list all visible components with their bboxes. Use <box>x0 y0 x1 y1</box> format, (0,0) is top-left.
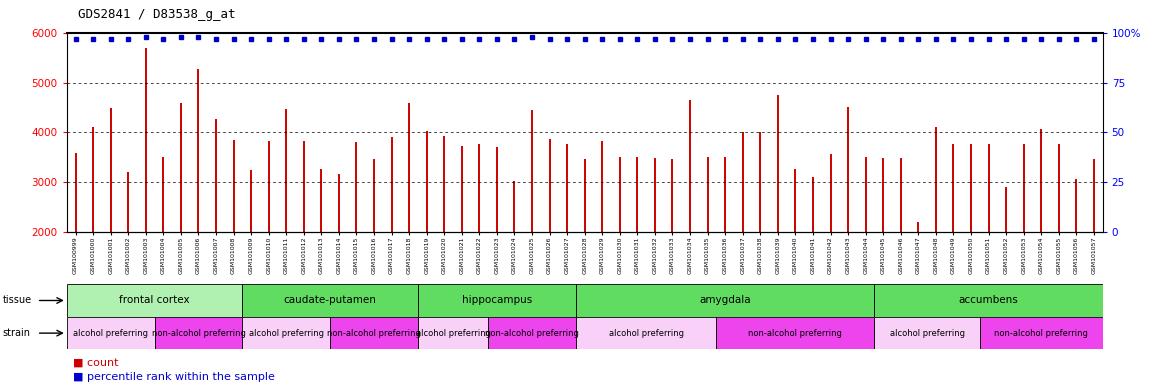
Text: ■ count: ■ count <box>73 358 119 368</box>
Bar <box>875 284 1103 317</box>
Text: alcohol preferring: alcohol preferring <box>416 329 490 338</box>
Bar <box>67 317 154 349</box>
Text: alcohol preferring: alcohol preferring <box>74 329 148 338</box>
Text: non-alcohol preferring: non-alcohol preferring <box>327 329 421 338</box>
Text: hippocampus: hippocampus <box>462 295 532 306</box>
Bar <box>576 284 875 317</box>
Text: accumbens: accumbens <box>959 295 1019 306</box>
Text: frontal cortex: frontal cortex <box>120 295 190 306</box>
Text: alcohol preferring: alcohol preferring <box>890 329 965 338</box>
Bar <box>67 284 243 317</box>
Bar <box>243 317 330 349</box>
Bar <box>418 317 488 349</box>
Text: alcohol preferring: alcohol preferring <box>609 329 684 338</box>
Bar <box>330 317 418 349</box>
Bar <box>576 317 716 349</box>
Text: GDS2841 / D83538_g_at: GDS2841 / D83538_g_at <box>78 8 236 21</box>
Bar <box>154 317 243 349</box>
Text: ■ percentile rank within the sample: ■ percentile rank within the sample <box>73 372 274 382</box>
Bar <box>875 317 980 349</box>
Text: tissue: tissue <box>2 295 31 306</box>
Text: alcohol preferring: alcohol preferring <box>249 329 323 338</box>
Text: non-alcohol preferring: non-alcohol preferring <box>152 329 245 338</box>
Bar <box>418 284 576 317</box>
Bar <box>243 284 418 317</box>
Bar <box>488 317 576 349</box>
Text: caudate-putamen: caudate-putamen <box>283 295 376 306</box>
Text: non-alcohol preferring: non-alcohol preferring <box>485 329 579 338</box>
Text: amygdala: amygdala <box>700 295 750 306</box>
Text: non-alcohol preferring: non-alcohol preferring <box>994 329 1088 338</box>
Text: strain: strain <box>2 328 30 338</box>
Text: non-alcohol preferring: non-alcohol preferring <box>748 329 843 338</box>
Bar <box>716 317 875 349</box>
Bar <box>980 317 1103 349</box>
